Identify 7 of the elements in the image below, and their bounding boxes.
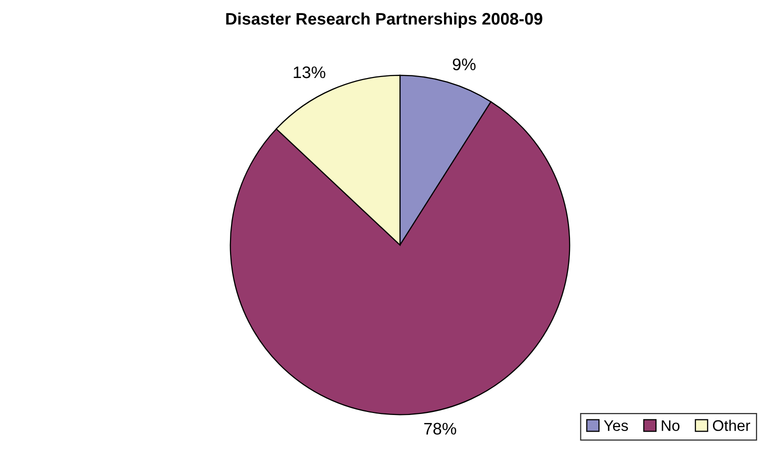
legend-label: Other <box>712 420 750 431</box>
legend-label: No <box>662 420 680 431</box>
chart-title: Disaster Research Partnerships 2008-09 <box>226 12 542 28</box>
data-label: 13% <box>294 66 326 78</box>
data-label: 9% <box>452 58 476 70</box>
legend-label: Yes <box>604 420 628 431</box>
data-label: 78% <box>424 422 456 435</box>
